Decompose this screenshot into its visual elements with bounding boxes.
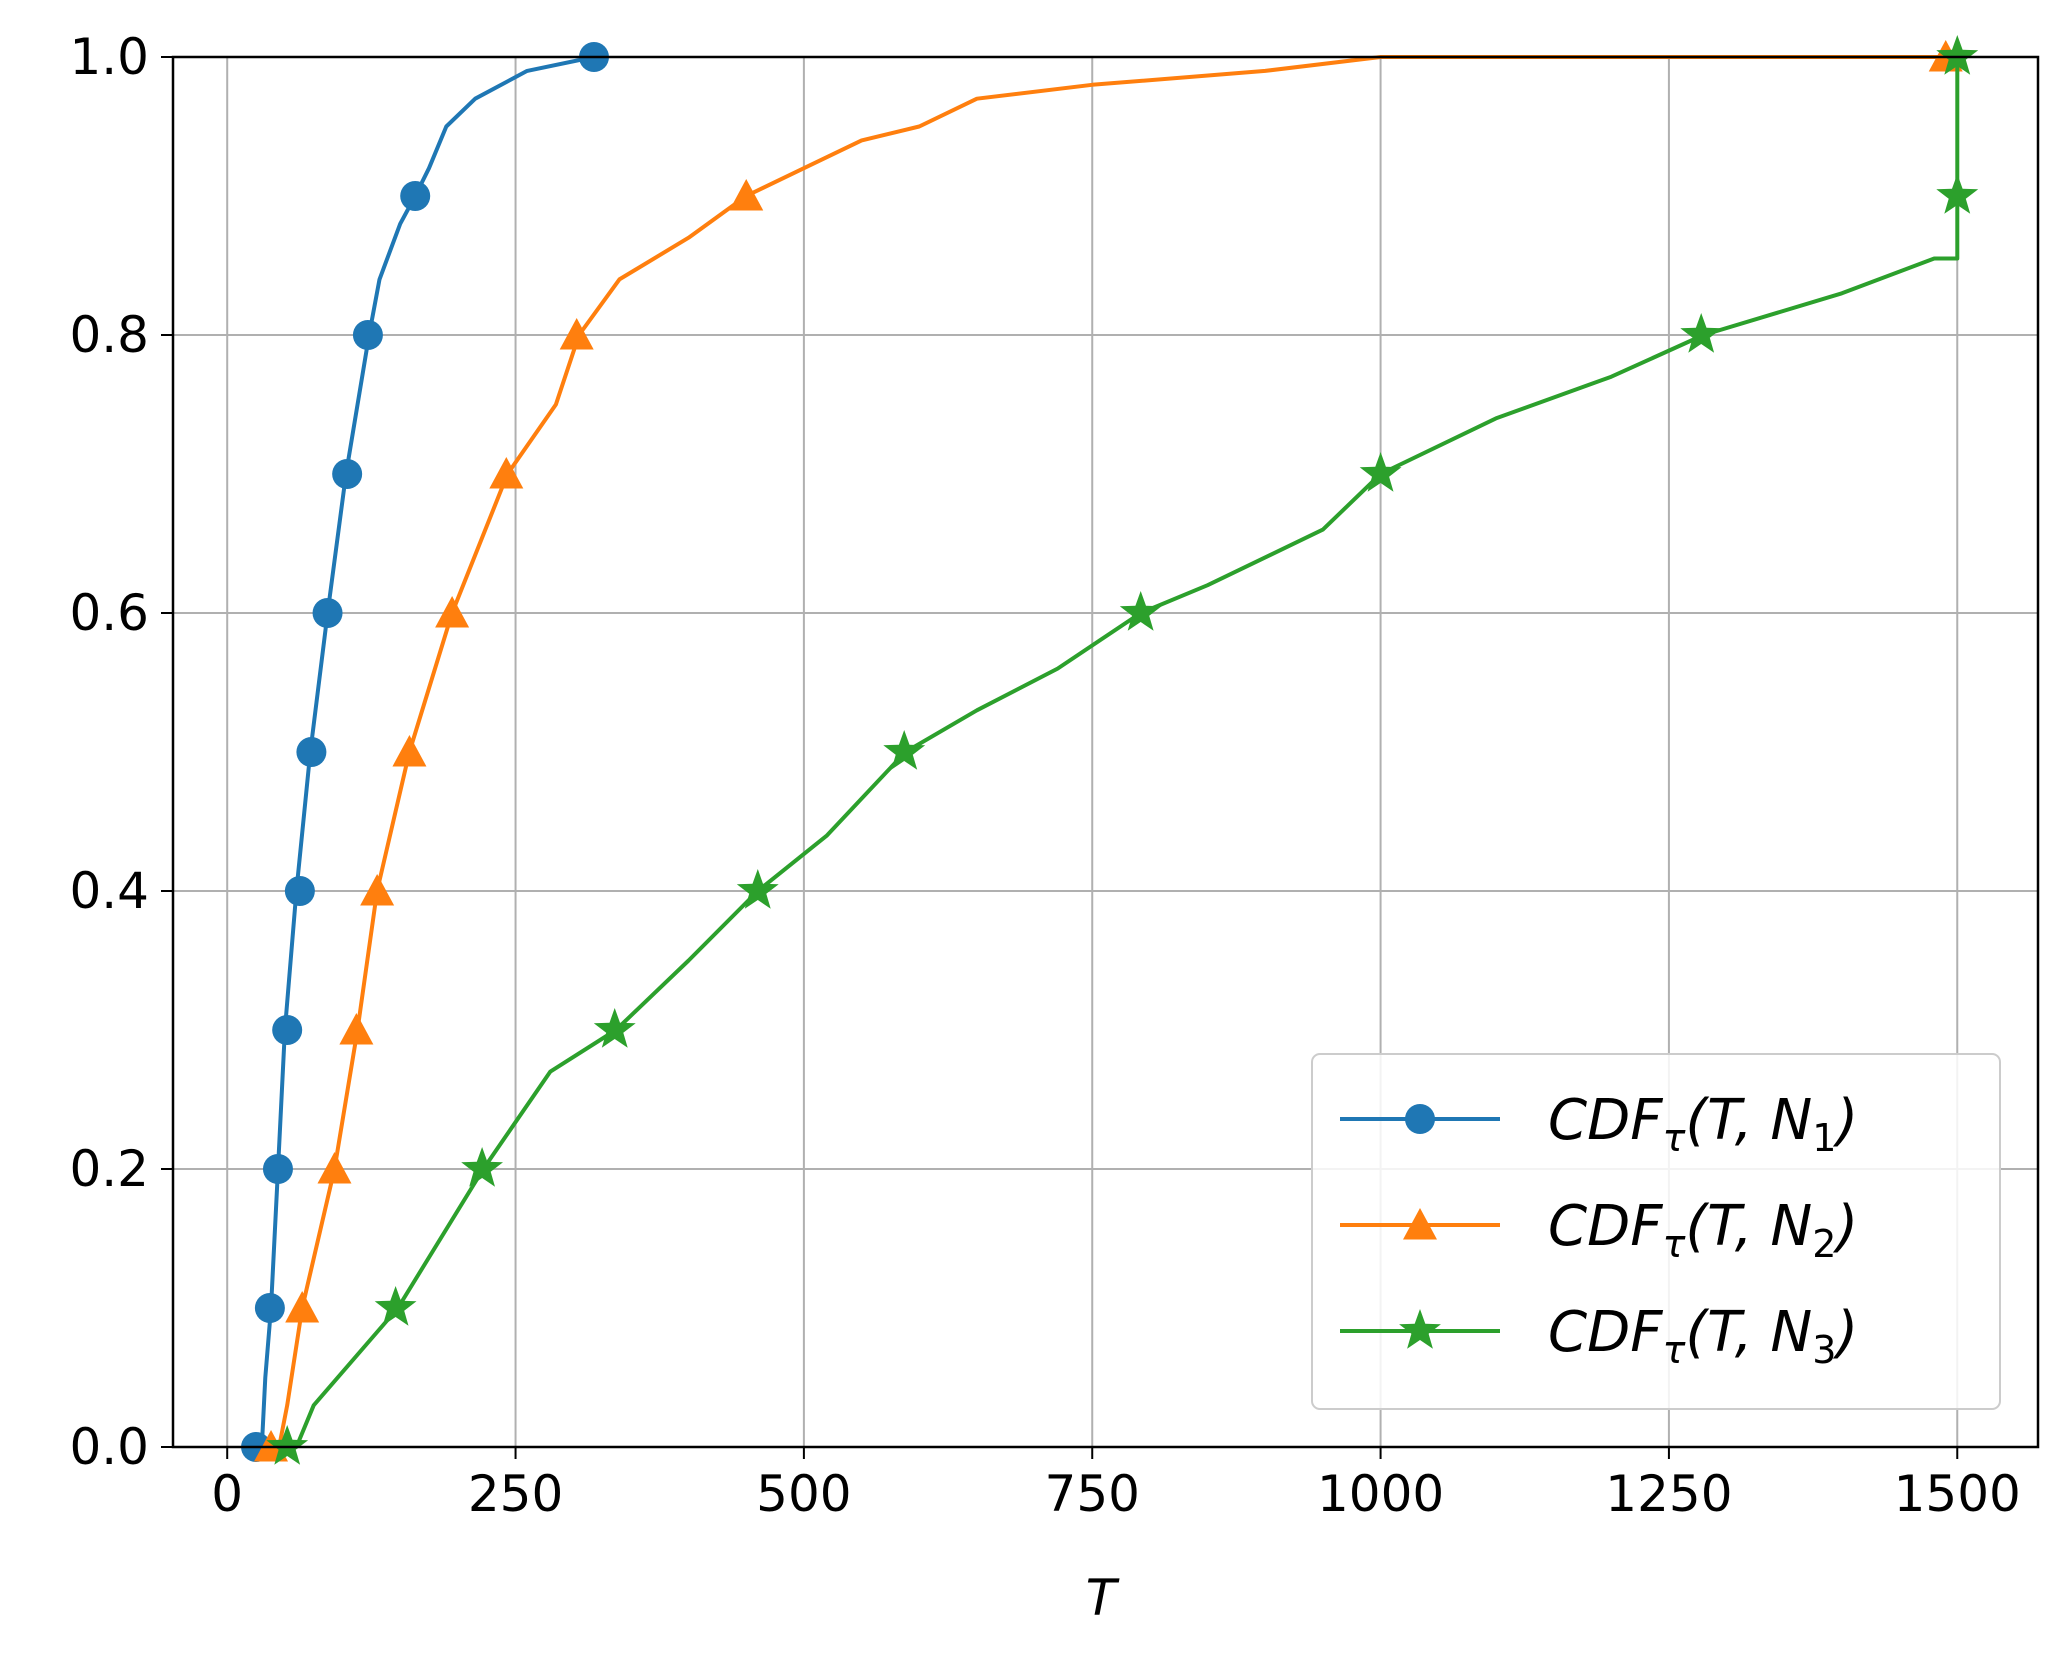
star-marker <box>593 1008 636 1048</box>
legend-base: CDF <box>1548 1194 1663 1259</box>
series-3 <box>266 35 1979 1465</box>
legend: CDFτ(T, N1)CDFτ(T, N2)CDFτ(T, N3) <box>1311 1053 2001 1410</box>
star-marker <box>461 1147 503 1187</box>
x-tick-label: 750 <box>1045 1465 1140 1523</box>
series-layer <box>241 35 1979 1465</box>
star-marker <box>266 1425 309 1465</box>
legend-entry-1: CDFτ(T, N1) <box>1340 1088 1858 1160</box>
legend-index: 2 <box>1812 1222 1836 1266</box>
y-tick-label: 0.0 <box>69 1418 149 1476</box>
star-marker <box>1936 174 1979 214</box>
circle-marker <box>400 181 431 211</box>
x-axis: 0 250 500 750 1000 1250 1500 <box>211 1447 2021 1523</box>
legend-label: CDFτ(T, N1) <box>1548 1088 1858 1160</box>
legend-box <box>1311 1053 2001 1410</box>
legend-args: (T, N <box>1685 1300 1812 1365</box>
circle-marker <box>1405 1104 1435 1134</box>
circle-marker <box>254 1293 285 1323</box>
triangle-marker <box>285 1291 320 1323</box>
x-tick-label: 500 <box>756 1465 851 1523</box>
legend-args: (T, N <box>1685 1194 1812 1259</box>
x-tick-label: 1500 <box>1894 1465 2021 1523</box>
legend-base: CDF <box>1548 1088 1663 1153</box>
legend-entry-3: CDFτ(T, N3) <box>1340 1300 1858 1372</box>
star-marker <box>736 869 779 909</box>
triangle-marker <box>339 1013 374 1045</box>
legend-base: CDF <box>1548 1300 1663 1365</box>
legend-index: 1 <box>1812 1116 1836 1160</box>
x-tick-label: 250 <box>468 1465 563 1523</box>
triangle-marker <box>1403 1208 1437 1240</box>
y-tick-label: 0.2 <box>69 1140 149 1198</box>
triangle-marker <box>559 318 594 350</box>
triangle-marker <box>489 457 524 489</box>
triangle-marker <box>729 179 764 211</box>
x-tick-label: 1000 <box>1317 1465 1444 1523</box>
circle-marker <box>284 876 315 906</box>
y-tick-label: 1.0 <box>69 28 149 86</box>
legend-entry-2: CDFτ(T, N2) <box>1340 1194 1858 1266</box>
triangle-marker <box>435 596 470 628</box>
legend-args: (T, N <box>1685 1088 1812 1153</box>
triangle-marker <box>392 735 427 767</box>
x-axis-label: T <box>1086 1569 1120 1627</box>
triangle-marker <box>360 874 395 906</box>
circle-marker <box>312 598 343 628</box>
star-marker <box>1119 591 1162 631</box>
legend-close: ) <box>1832 1300 1858 1365</box>
circle-marker <box>332 459 363 489</box>
star-marker <box>374 1286 417 1326</box>
plot-frame <box>171 55 2040 1449</box>
y-tick-label: 0.4 <box>69 862 149 920</box>
star-marker <box>1359 452 1402 492</box>
triangle-marker <box>317 1152 352 1184</box>
legend-label: CDFτ(T, N2) <box>1548 1194 1858 1266</box>
legend-index: 3 <box>1812 1328 1836 1372</box>
circle-marker <box>296 737 327 767</box>
star-marker <box>1936 35 1979 75</box>
legend-subscript: τ <box>1662 1116 1686 1160</box>
legend-label: CDFτ(T, N3) <box>1548 1300 1858 1372</box>
star-marker <box>1399 1309 1441 1349</box>
y-axis: 0.0 0.2 0.4 0.6 0.8 1.0 <box>69 28 173 1476</box>
legend-close: ) <box>1832 1194 1858 1259</box>
series-1 <box>241 42 609 1462</box>
circle-marker <box>272 1015 303 1045</box>
x-tick-label: 1250 <box>1605 1465 1732 1523</box>
y-tick-label: 0.6 <box>69 584 149 642</box>
star-marker <box>1680 313 1723 353</box>
legend-close: ) <box>1832 1088 1858 1153</box>
legend-subscript: τ <box>1662 1222 1686 1266</box>
series-2 <box>254 40 1963 1462</box>
circle-marker <box>352 320 383 350</box>
y-tick-label: 0.8 <box>69 306 149 364</box>
legend-subscript: τ <box>1662 1328 1686 1372</box>
circle-marker <box>262 1154 293 1184</box>
star-marker <box>883 730 926 770</box>
x-tick-label: 0 <box>211 1465 243 1523</box>
